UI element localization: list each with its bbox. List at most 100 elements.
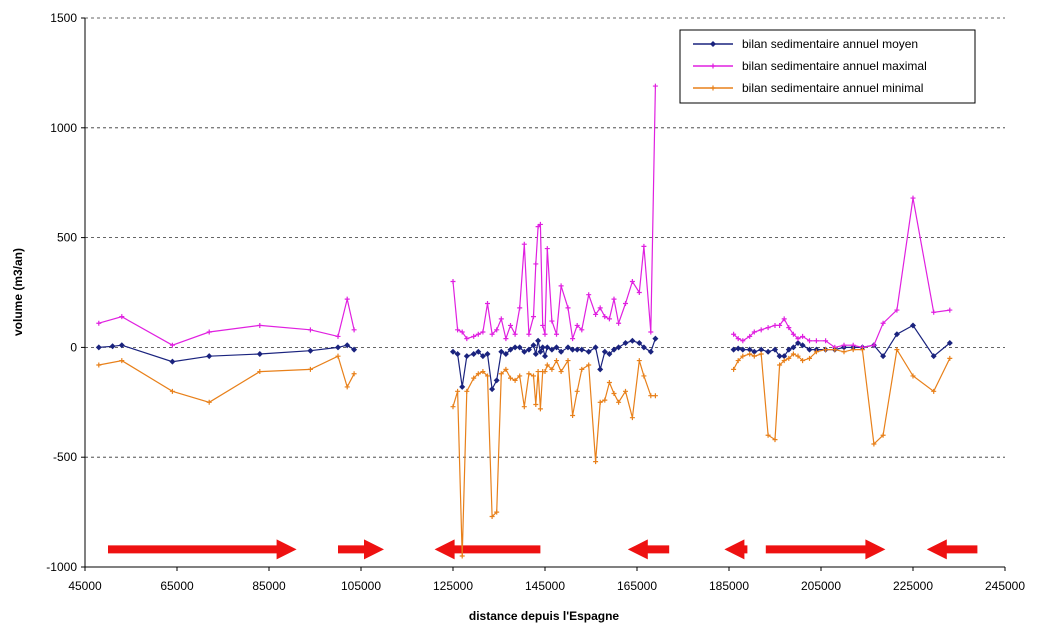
data-point (800, 358, 806, 364)
data-point (470, 350, 477, 357)
data-point (96, 362, 102, 368)
data-point (735, 336, 741, 342)
y-tick-label: -1000 (46, 560, 77, 574)
data-point (485, 300, 490, 306)
data-point (636, 358, 642, 364)
data-point (493, 377, 500, 384)
data-point (489, 331, 495, 337)
data-point (740, 338, 746, 344)
data-point (503, 366, 509, 372)
data-point (893, 331, 900, 338)
data-point (790, 331, 796, 337)
data-point (823, 347, 829, 353)
legend-marker (710, 85, 716, 91)
data-point (464, 388, 470, 394)
data-point (455, 388, 461, 394)
data-point (640, 344, 647, 351)
data-point (776, 353, 783, 360)
data-point (480, 369, 486, 375)
data-point (765, 432, 771, 438)
x-tick-label: 245000 (985, 579, 1025, 593)
series-2 (96, 347, 953, 559)
data-point (765, 325, 771, 331)
data-point (480, 329, 486, 335)
data-point (307, 347, 314, 354)
data-point (746, 346, 753, 353)
data-point (554, 331, 559, 337)
data-point (800, 333, 806, 339)
data-point (307, 366, 313, 372)
data-point (479, 353, 486, 360)
data-point (648, 329, 654, 335)
data-point (850, 347, 856, 353)
data-point (531, 314, 536, 320)
data-point (574, 346, 581, 353)
x-tick-label: 205000 (801, 579, 841, 593)
data-point (256, 350, 263, 357)
x-tick-label: 145000 (525, 579, 565, 593)
data-point (544, 344, 551, 351)
data-point (786, 355, 792, 361)
direction-arrow-left (627, 539, 670, 560)
series-line (452, 86, 656, 341)
data-point (772, 322, 778, 328)
data-point (751, 353, 757, 359)
data-point (795, 340, 801, 347)
data-point (751, 348, 758, 355)
data-point (910, 373, 916, 379)
data-point (450, 404, 456, 410)
x-tick-label: 85000 (252, 579, 286, 593)
legend-label: bilan sedimentaire annuel maximal (742, 59, 927, 73)
data-point (517, 305, 523, 311)
data-point (471, 333, 477, 339)
data-point (169, 388, 175, 394)
data-point (554, 358, 559, 364)
direction-arrow-right (338, 539, 384, 560)
data-point (455, 327, 461, 333)
legend-marker (710, 63, 716, 69)
data-point (781, 358, 787, 364)
data-point (615, 344, 622, 351)
data-point (747, 333, 753, 339)
data-point (544, 246, 550, 252)
data-point (535, 369, 541, 375)
data-point (859, 347, 865, 353)
data-point (540, 322, 546, 328)
data-point (531, 373, 536, 379)
data-point (475, 331, 481, 337)
data-point (652, 335, 659, 342)
data-point (206, 353, 213, 360)
direction-arrow-left (926, 539, 978, 560)
data-point (841, 342, 847, 348)
data-point (578, 346, 585, 353)
direction-arrow-right (765, 539, 886, 560)
data-point (602, 397, 608, 403)
data-point (823, 338, 829, 344)
series-line (98, 344, 355, 363)
data-point (616, 399, 622, 405)
data-point (880, 432, 886, 438)
x-tick-label: 125000 (433, 579, 473, 593)
series-line (98, 355, 355, 403)
data-point (730, 346, 737, 353)
data-point (494, 327, 500, 333)
data-point (508, 375, 513, 381)
data-point (489, 513, 495, 519)
data-point (459, 383, 466, 390)
data-point (570, 336, 576, 342)
data-point (169, 358, 176, 365)
data-point (454, 350, 461, 357)
data-point (795, 353, 801, 359)
data-point (641, 373, 647, 379)
data-point (910, 322, 916, 329)
data-point (597, 305, 603, 311)
data-point (206, 329, 212, 335)
data-point (880, 353, 887, 360)
data-point (871, 441, 877, 447)
x-tick-labels: 45000 65000 85000 105000 125000 145000 165000 1… (68, 579, 1025, 593)
data-point (565, 344, 571, 351)
data-point (508, 322, 513, 328)
data-point (652, 83, 658, 89)
data-point (521, 348, 528, 355)
data-point (569, 346, 576, 353)
